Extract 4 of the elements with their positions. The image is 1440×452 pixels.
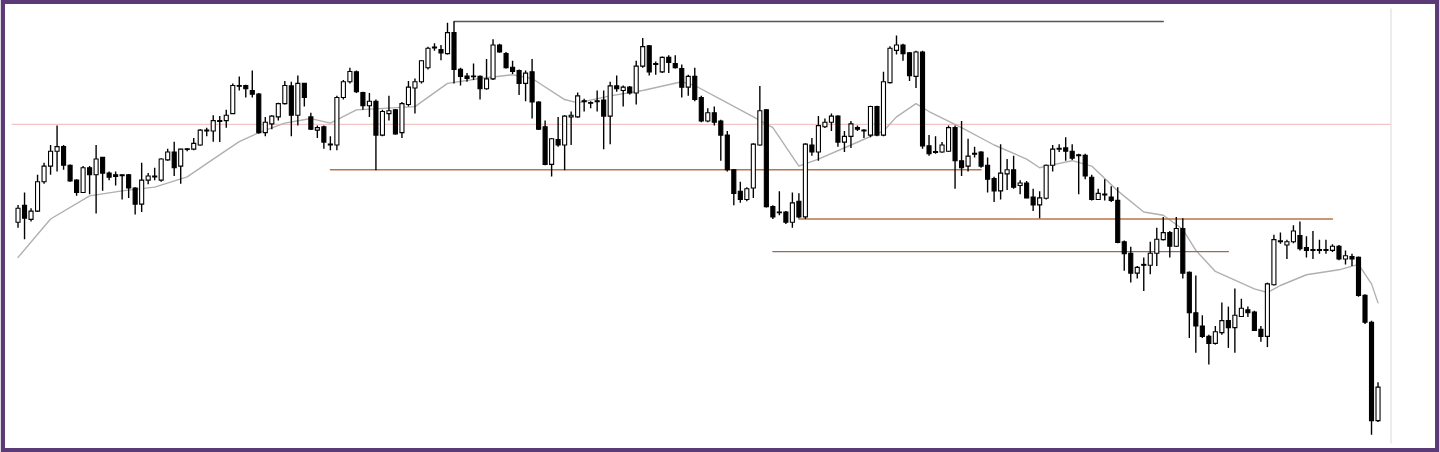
candlestick (1082, 152, 1088, 180)
candlestick (1089, 174, 1095, 202)
candlestick (679, 63, 685, 99)
candlestick (1141, 256, 1147, 292)
